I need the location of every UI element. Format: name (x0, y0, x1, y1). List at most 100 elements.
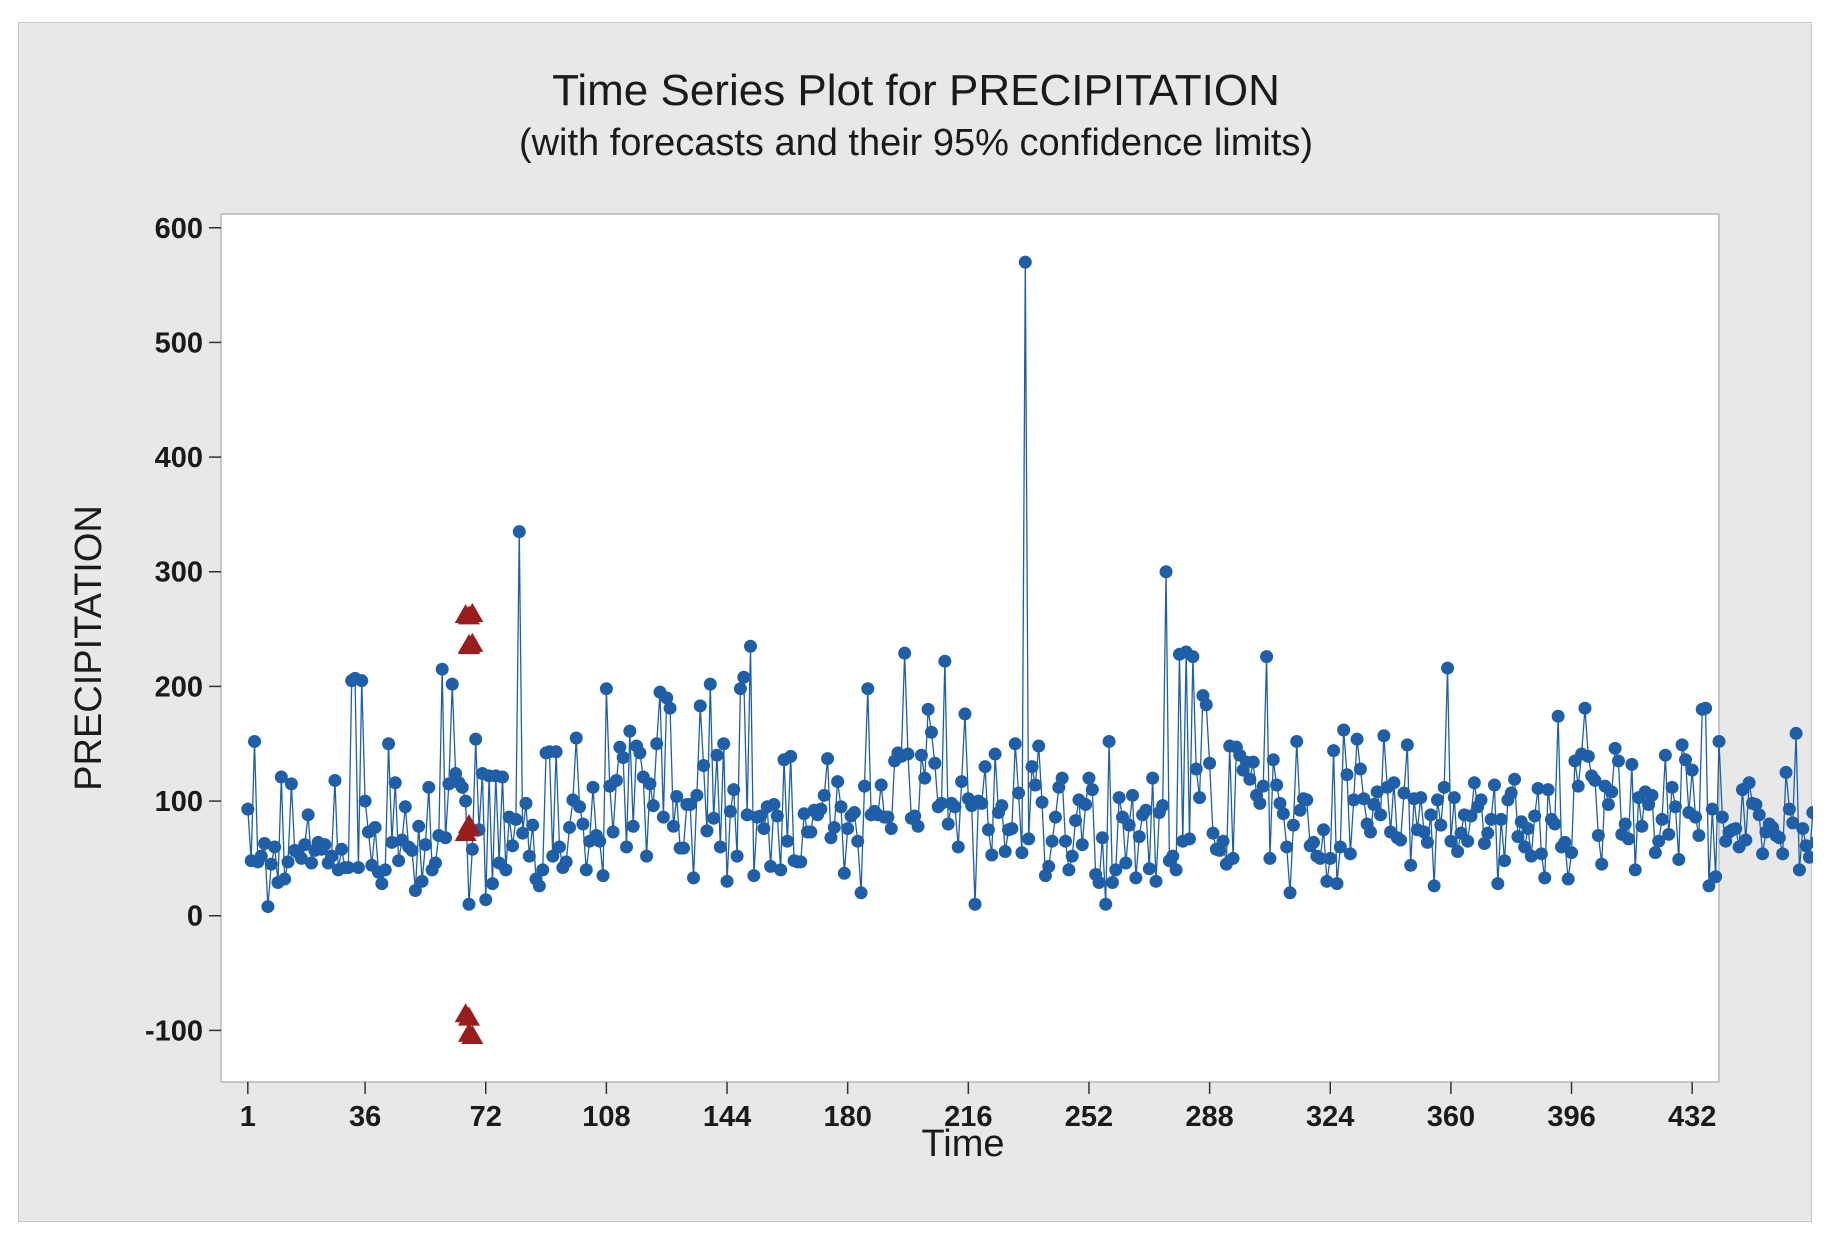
data-point (1645, 788, 1659, 802)
data-point (1203, 756, 1217, 770)
data-point (512, 525, 526, 539)
forecast-marker (457, 817, 480, 837)
data-point (258, 837, 272, 850)
data-point (1531, 781, 1545, 795)
data-point (1749, 798, 1763, 812)
data-point (901, 747, 915, 761)
x-tick-label: 360 (1427, 1101, 1475, 1133)
data-point (794, 855, 808, 869)
data-point (1474, 793, 1488, 807)
data-point (717, 737, 731, 751)
data-point (1494, 812, 1508, 826)
data-point (1776, 847, 1790, 861)
plot-area (220, 213, 1720, 1083)
data-point (693, 699, 707, 713)
x-tick-label: 108 (582, 1101, 630, 1133)
data-point (1404, 858, 1418, 872)
data-point (1085, 783, 1099, 797)
data-point (1055, 771, 1069, 785)
data-point (1792, 863, 1806, 877)
data-point (1353, 762, 1367, 776)
data-point (1772, 831, 1786, 845)
data-point (1099, 897, 1113, 911)
data-point (375, 877, 389, 891)
data-point (1521, 822, 1535, 836)
data-point (854, 886, 868, 900)
data-point (1246, 755, 1260, 769)
data-point (948, 800, 962, 814)
data-point (1444, 834, 1458, 848)
data-point (552, 840, 566, 854)
data-point (924, 725, 938, 739)
data-point (914, 748, 928, 762)
data-point (1142, 862, 1156, 876)
data-point (1434, 818, 1448, 832)
data-point (1012, 786, 1026, 800)
data-point (1183, 832, 1197, 846)
data-point (1508, 772, 1522, 786)
y-tick-label: -100 (145, 1015, 203, 1047)
data-point (743, 639, 757, 653)
data-point (1668, 800, 1682, 814)
data-point (633, 746, 647, 760)
data-point (857, 779, 871, 793)
data-point (1082, 771, 1096, 785)
data-point (740, 808, 754, 822)
data-point (1330, 877, 1344, 891)
data-point (703, 677, 717, 691)
data-point (1625, 757, 1639, 771)
data-point (596, 869, 610, 883)
data-point (1618, 817, 1632, 831)
data-point (697, 759, 711, 773)
data-point (1320, 874, 1334, 888)
data-point (683, 798, 697, 812)
data-point (975, 796, 989, 810)
data-point (1028, 778, 1042, 792)
data-point (1005, 822, 1019, 836)
data-point (837, 866, 851, 880)
data-point (1648, 846, 1662, 860)
data-point (241, 802, 255, 816)
time-series-chart: Time Series Plot for PRECIPITATION (with… (68, 66, 1813, 1165)
data-point (1782, 802, 1796, 816)
data-point (720, 874, 734, 888)
data-point (1327, 744, 1341, 758)
data-point (1551, 709, 1565, 723)
data-point (941, 817, 955, 831)
data-point (1022, 832, 1036, 846)
data-point (1226, 851, 1240, 865)
data-point (804, 825, 818, 839)
data-point (1159, 565, 1173, 579)
x-tick-label: 432 (1668, 1101, 1716, 1133)
data-point (1431, 793, 1444, 807)
data-point (1293, 803, 1307, 817)
data-point (881, 810, 895, 824)
data-point (841, 822, 855, 836)
data-point (485, 877, 499, 891)
data-point (1699, 701, 1713, 715)
data-point (1156, 799, 1170, 813)
data-point (1363, 825, 1377, 839)
data-point (687, 871, 701, 885)
data-point (499, 863, 513, 877)
data-point (1491, 877, 1505, 891)
data-point (408, 884, 422, 898)
data-point (834, 800, 848, 814)
data-point (908, 809, 922, 823)
data-point (1350, 732, 1364, 746)
data-point (459, 794, 473, 808)
data-point (522, 849, 536, 863)
data-point (613, 740, 627, 754)
data-point (1397, 786, 1411, 800)
data-point (1799, 839, 1813, 853)
data-point (935, 796, 949, 810)
data-point (1374, 808, 1388, 822)
data-point (1189, 762, 1203, 776)
data-point (1042, 859, 1056, 873)
data-point (465, 842, 479, 856)
data-point (1756, 847, 1770, 861)
data-point (1260, 650, 1274, 664)
data-point (1709, 870, 1723, 884)
data-point (623, 724, 637, 738)
data-point (1199, 698, 1213, 712)
